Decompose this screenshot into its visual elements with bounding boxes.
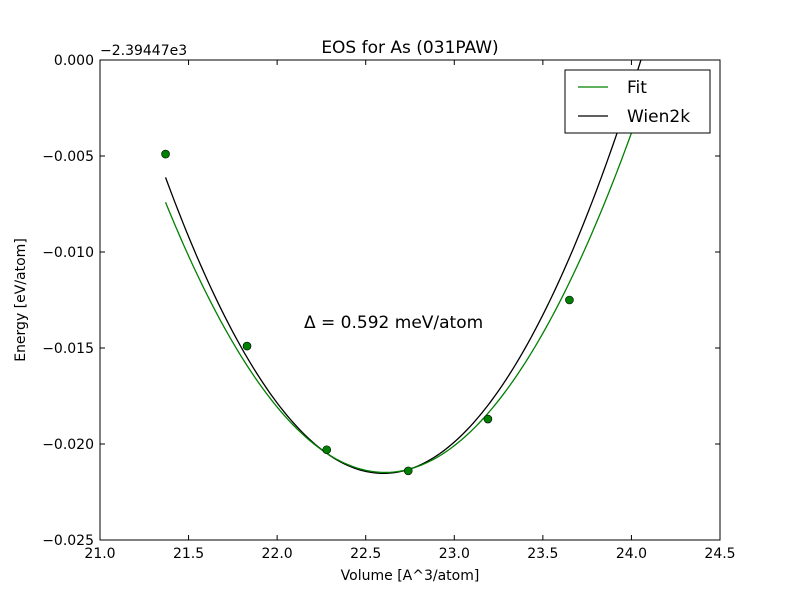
data-point	[565, 295, 574, 305]
x-tick-label: 23.0	[439, 546, 470, 562]
y-axis-label: Energy [eV/atom]	[13, 238, 29, 362]
x-tick-label: 22.5	[350, 546, 381, 562]
chart-title: EOS for As (031PAW)	[321, 38, 498, 58]
delta-annotation: Δ = 0.592 meV/atom	[304, 313, 483, 333]
data-point	[161, 149, 170, 159]
x-tick-label: 22.0	[262, 546, 293, 562]
x-tick-label: 23.5	[527, 546, 558, 562]
y-tick-label: −0.015	[42, 341, 94, 357]
x-tick-label: 21.5	[173, 546, 204, 562]
y-tick-label: 0.000	[54, 53, 94, 69]
x-tick-label: 21.0	[84, 546, 115, 562]
data-point	[242, 341, 252, 351]
y-tick-label: −0.020	[42, 437, 94, 453]
x-tick-label: 24.0	[616, 546, 647, 562]
data-point	[483, 414, 493, 424]
x-axis-label: Volume [A^3/atom]	[341, 568, 480, 584]
y-tick-label: −0.025	[42, 533, 94, 549]
legend-label-fit: Fit	[627, 78, 647, 98]
y-axis-ticks: 0.000 −0.005 −0.010 −0.015 −0.020 −0.025	[42, 53, 720, 549]
legend-label-wien2k: Wien2k	[627, 107, 690, 127]
plot-area	[161, 60, 654, 476]
data-point	[403, 466, 413, 476]
x-tick-label: 24.5	[704, 546, 735, 562]
legend: Fit Wien2k	[564, 69, 711, 134]
y-axis-offset-text: −2.39447e3	[100, 43, 187, 59]
data-point	[322, 445, 332, 455]
x-axis-ticks: 21.0 21.5 22.0 22.5 23.0 23.5 24.0 24.5	[84, 60, 736, 562]
axes-frame	[99, 59, 721, 541]
y-tick-label: −0.010	[42, 245, 94, 261]
y-tick-label: −0.005	[42, 149, 94, 165]
legend-box	[564, 69, 711, 134]
